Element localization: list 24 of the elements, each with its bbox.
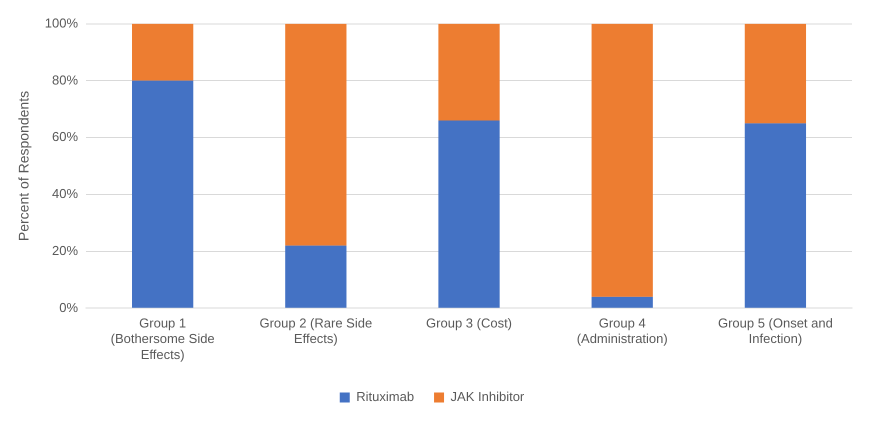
- x-tick-label: Group 4 (Administration): [576, 316, 668, 346]
- legend-label: Rituximab: [356, 389, 414, 404]
- y-tick-label: 40%: [52, 186, 78, 202]
- bar: [438, 120, 500, 308]
- bar: [592, 24, 653, 297]
- y-tick-label: 0%: [59, 300, 78, 315]
- y-tick-label: 80%: [52, 72, 78, 88]
- bar: [744, 24, 806, 124]
- y-tick-label: 100%: [44, 15, 78, 30]
- y-axis-title: Percent of Respondents: [15, 90, 32, 242]
- x-tick-label: Group 3 (Cost): [426, 316, 512, 331]
- bar: [285, 24, 346, 246]
- y-tick-label: 60%: [52, 129, 78, 144]
- bar: [285, 246, 346, 308]
- bar: [744, 123, 806, 308]
- bar: [438, 24, 500, 120]
- bar: [132, 24, 194, 81]
- x-tick-label: Group 5 (Onset and Infection): [718, 316, 833, 346]
- bar: [592, 296, 653, 308]
- x-tick-label: Group 2 (Rare Side Effects): [259, 316, 372, 346]
- legend-label: JAK Inhibitor: [450, 389, 525, 404]
- bar: [132, 80, 194, 308]
- x-tick-label: Group 1 (Bothersome Side Effects): [110, 316, 215, 362]
- y-tick-label: 20%: [52, 242, 78, 258]
